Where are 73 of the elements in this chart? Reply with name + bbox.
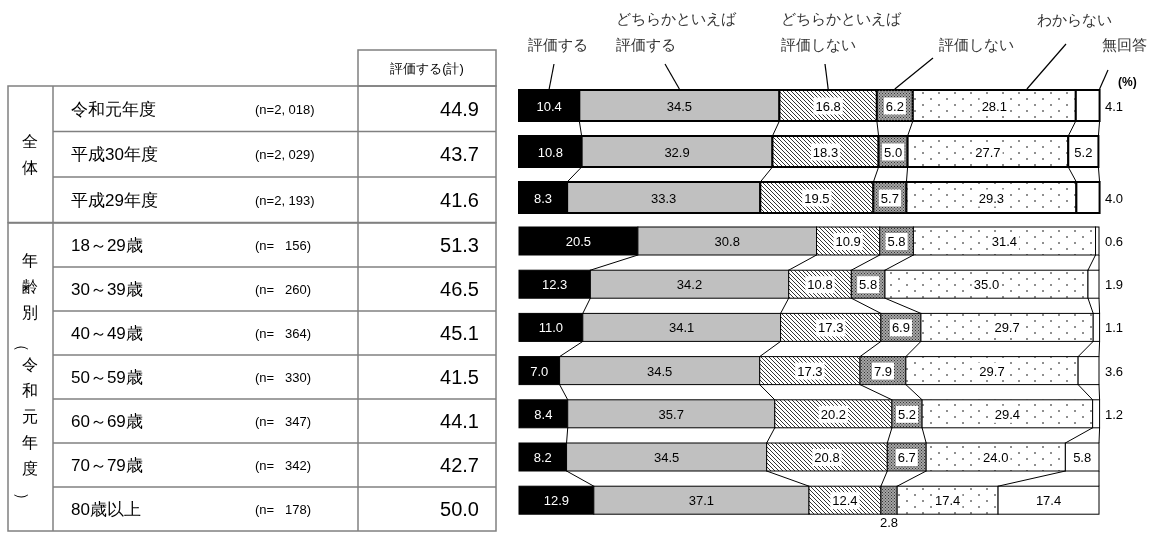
- data-label: 1.9: [1105, 277, 1124, 293]
- text: どちらかといえば評価する: [616, 10, 736, 53]
- data-label: 4.0: [1105, 190, 1124, 206]
- text: 41.6: [440, 188, 479, 211]
- text: (n= 342): [255, 458, 312, 473]
- data-label: 2.8: [880, 515, 899, 531]
- data-label: 12.9: [543, 493, 570, 509]
- data-label: 0.6: [1105, 234, 1124, 249]
- data-label: 34.5: [666, 98, 693, 114]
- category-label: 平成29年度: [71, 190, 158, 210]
- data-label: 35.7: [658, 406, 684, 422]
- data-label: 8.3: [534, 190, 553, 206]
- data-label: 8.2: [533, 450, 552, 465]
- data-label: 32.9: [664, 144, 690, 160]
- text: 評価する(計): [390, 61, 464, 76]
- text: 無回答: [1102, 36, 1147, 53]
- text: (%): [1118, 75, 1137, 89]
- text: 全体: [22, 133, 38, 177]
- data-label: 20.5: [565, 234, 592, 249]
- text: 46.5: [440, 278, 479, 300]
- category-label: 60～69歳: [71, 412, 143, 431]
- data-label: 27.7: [975, 144, 1001, 160]
- data-label: 1.1: [1105, 320, 1124, 336]
- text: 44.9: [440, 97, 479, 120]
- text: (n=2, 193): [255, 192, 315, 208]
- text: わからない: [1037, 11, 1112, 28]
- text: (n= 156): [255, 238, 312, 253]
- data-label: 10.8: [537, 144, 563, 160]
- text: どちらかといえば評価しない: [781, 10, 901, 53]
- text: 評価しない: [939, 36, 1014, 53]
- category-label: 18～29歳: [71, 236, 143, 255]
- text: 45.1: [440, 322, 479, 344]
- text: 50.0: [440, 498, 479, 520]
- data-label: 33.3: [651, 190, 677, 206]
- category-label: 平成30年度: [71, 145, 158, 165]
- data-label: 5.8: [1073, 450, 1092, 465]
- data-label: 34.2: [676, 277, 703, 293]
- category-label: 80歳以上: [71, 500, 141, 519]
- data-label: 10.4: [536, 98, 562, 114]
- data-label: 34.5: [653, 450, 680, 465]
- text: 年齢別（令和元年度）: [14, 252, 38, 508]
- data-label: 17.4: [934, 493, 961, 509]
- data-label: 3.6: [1105, 363, 1124, 379]
- data-label: 30.8: [714, 234, 740, 249]
- data-label: 11.0: [538, 320, 564, 336]
- text: (n= 178): [255, 502, 312, 517]
- text: 評価する: [528, 36, 588, 53]
- text: (n= 330): [255, 370, 312, 385]
- text: 51.3: [440, 234, 479, 256]
- data-label: 34.5: [646, 363, 673, 379]
- text: (n= 260): [255, 282, 312, 297]
- data-label: 1.2: [1105, 406, 1124, 422]
- text: 41.5: [440, 366, 479, 388]
- category-label: 50～59歳: [71, 368, 143, 387]
- data-label: 7.0: [530, 363, 549, 379]
- category-label: 令和元年度: [71, 99, 156, 119]
- data-label: 5.2: [1074, 144, 1093, 160]
- text: (n=2, 029): [255, 147, 315, 163]
- text: 42.7: [440, 454, 479, 476]
- text: (n= 364): [255, 326, 312, 341]
- data-label: 37.1: [688, 493, 715, 509]
- category-label: 30～39歳: [71, 280, 143, 299]
- data-label: 12.3: [542, 277, 568, 293]
- data-label: 34.1: [669, 320, 695, 336]
- text: (n= 347): [255, 414, 312, 429]
- text: 44.1: [440, 410, 479, 432]
- category-label: 70～79歳: [71, 456, 143, 475]
- category-label: 40～49歳: [71, 324, 143, 343]
- text: (n=2, 018): [255, 101, 315, 117]
- data-label: 17.4: [1035, 493, 1062, 509]
- data-label: 8.4: [534, 406, 553, 422]
- data-label: 4.1: [1105, 98, 1124, 114]
- text: 43.7: [440, 143, 479, 166]
